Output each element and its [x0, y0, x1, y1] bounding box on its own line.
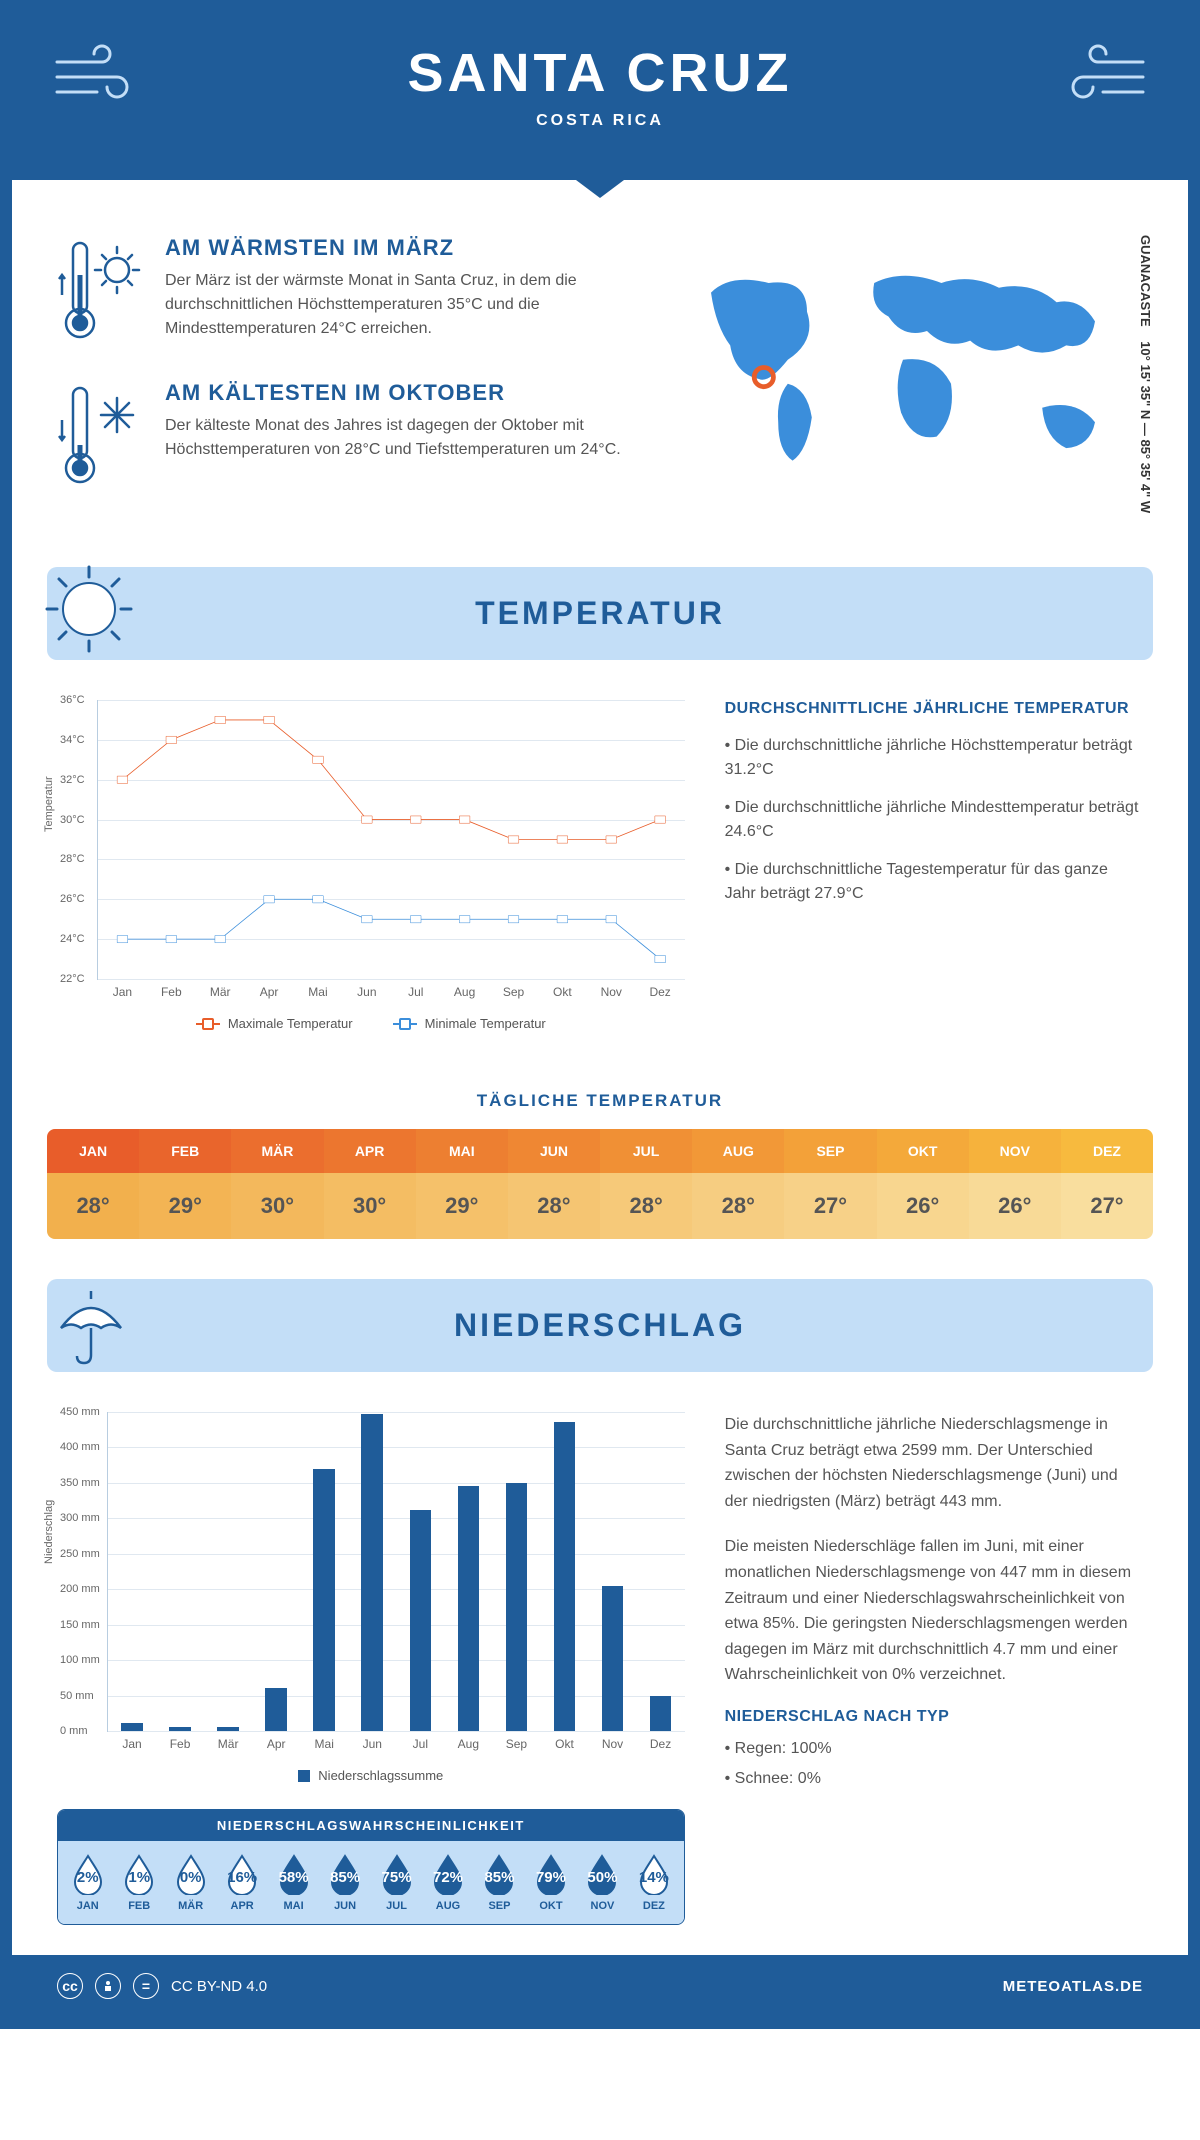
table-header: FEB	[139, 1129, 231, 1173]
wind-icon	[1053, 42, 1153, 112]
warmest-text: Der März ist der wärmste Monat in Santa …	[165, 269, 633, 341]
info-bullet: • Schnee: 0%	[725, 1766, 1143, 1792]
prob-cell: 1%FEB	[113, 1853, 164, 1912]
table-cell: 27°	[1061, 1173, 1153, 1239]
coldest-block: AM KÄLTESTEN IM OKTOBER Der kälteste Mon…	[57, 380, 633, 495]
header: SANTA CRUZ COSTA RICA	[12, 12, 1188, 180]
table-cell: 26°	[969, 1173, 1061, 1239]
table-cell: 28°	[600, 1173, 692, 1239]
prob-cell: 79%OKT	[525, 1853, 576, 1912]
country-subtitle: COSTA RICA	[12, 112, 1188, 130]
site-name: METEOATLAS.DE	[1003, 1978, 1143, 1995]
table-cell: 28°	[508, 1173, 600, 1239]
page: SANTA CRUZ COSTA RICA AM WÄRMSTEN IM MÄR…	[0, 0, 1200, 2029]
table-header: JUL	[600, 1129, 692, 1173]
table-cell: 29°	[139, 1173, 231, 1239]
prob-cell: 85%JUN	[319, 1853, 370, 1912]
bar	[121, 1723, 143, 1731]
thermometer-hot-icon	[57, 235, 147, 350]
bar-legend: Niederschlagssumme	[57, 1768, 685, 1783]
table-header: AUG	[692, 1129, 784, 1173]
table-header: MAI	[416, 1129, 508, 1173]
city-title: SANTA CRUZ	[12, 42, 1188, 104]
coldest-title: AM KÄLTESTEN IM OKTOBER	[165, 380, 633, 406]
info-bullet: • Regen: 100%	[725, 1736, 1143, 1762]
info-bullet: • Die durchschnittliche Tagestemperatur …	[725, 858, 1143, 906]
table-cell: 28°	[692, 1173, 784, 1239]
thermometer-cold-icon	[57, 380, 147, 495]
coordinates: GUANACASTE 10° 15' 35" N — 85° 35' 4" W	[1138, 235, 1153, 513]
probability-box: NIEDERSCHLAGSWAHRSCHEINLICHKEIT 2%JAN1%F…	[57, 1809, 685, 1925]
prob-cell: 75%JUL	[371, 1853, 422, 1912]
prob-cell: 72%AUG	[422, 1853, 473, 1912]
precipitation-banner: NIEDERSCHLAG	[47, 1279, 1153, 1372]
table-header: OKT	[877, 1129, 969, 1173]
table-cell: 28°	[47, 1173, 139, 1239]
prob-cell: 16%APR	[216, 1853, 267, 1912]
legend-max: .legend-item:nth-child(1) .legend-swatch…	[196, 1016, 353, 1031]
bar	[410, 1510, 432, 1731]
precipitation-info: Die durchschnittliche jährliche Niedersc…	[725, 1412, 1143, 1925]
table-cell: 26°	[877, 1173, 969, 1239]
bar	[361, 1414, 383, 1731]
nd-icon: =	[133, 1973, 159, 1999]
temperature-info: DURCHSCHNITTLICHE JÄHRLICHE TEMPERATUR •…	[725, 700, 1143, 1031]
temperature-banner: TEMPERATUR	[47, 567, 1153, 660]
table-header: MÄR	[231, 1129, 323, 1173]
daily-temp-table: JANFEBMÄRAPRMAIJUNJULAUGSEPOKTNOVDEZ 28°…	[47, 1129, 1153, 1239]
warmest-block: AM WÄRMSTEN IM MÄRZ Der März ist der wär…	[57, 235, 633, 350]
bar	[313, 1469, 335, 1731]
prob-cell: 2%JAN	[62, 1853, 113, 1912]
prob-cell: 14%DEZ	[628, 1853, 679, 1912]
table-cell: 30°	[324, 1173, 416, 1239]
footer: cc = CC BY-ND 4.0 METEOATLAS.DE	[12, 1955, 1188, 2017]
table-header: DEZ	[1061, 1129, 1153, 1173]
table-header: JUN	[508, 1129, 600, 1173]
table-header: APR	[324, 1129, 416, 1173]
bar	[458, 1486, 480, 1731]
temperature-chart: Temperatur 22°C24°C26°C28°C30°C32°C34°C3…	[57, 700, 685, 1031]
bar	[650, 1696, 672, 1731]
bar	[602, 1586, 624, 1731]
prob-cell: 85%SEP	[474, 1853, 525, 1912]
intro-section: AM WÄRMSTEN IM MÄRZ Der März ist der wär…	[12, 180, 1188, 555]
table-header: JAN	[47, 1129, 139, 1173]
table-cell: 30°	[231, 1173, 323, 1239]
license-text: CC BY-ND 4.0	[171, 1978, 267, 1995]
bar	[554, 1422, 576, 1731]
bar	[265, 1688, 287, 1731]
table-header: SEP	[784, 1129, 876, 1173]
bar	[506, 1483, 528, 1731]
umbrella-icon	[41, 1273, 141, 1373]
table-cell: 29°	[416, 1173, 508, 1239]
daily-temp-title: TÄGLICHE TEMPERATUR	[12, 1091, 1188, 1111]
info-bullet: • Die durchschnittliche jährliche Mindes…	[725, 796, 1143, 844]
coldest-text: Der kälteste Monat des Jahres ist dagege…	[165, 414, 633, 462]
bar	[169, 1727, 191, 1731]
table-header: NOV	[969, 1129, 1061, 1173]
bar	[217, 1727, 239, 1731]
legend-min: .legend-item:nth-child(2) .legend-swatch…	[393, 1016, 546, 1031]
wind-icon	[47, 42, 147, 112]
table-cell: 27°	[784, 1173, 876, 1239]
prob-cell: 0%MÄR	[165, 1853, 216, 1912]
sun-icon	[41, 561, 141, 661]
cc-icon: cc	[57, 1973, 83, 1999]
by-icon	[95, 1973, 121, 1999]
warmest-title: AM WÄRMSTEN IM MÄRZ	[165, 235, 633, 261]
prob-cell: 50%NOV	[577, 1853, 628, 1912]
info-bullet: • Die durchschnittliche jährliche Höchst…	[725, 734, 1143, 782]
world-map-icon	[663, 235, 1143, 485]
prob-cell: 58%MAI	[268, 1853, 319, 1912]
precipitation-chart: Niederschlag 0 mm50 mm100 mm150 mm200 mm…	[57, 1412, 685, 1783]
